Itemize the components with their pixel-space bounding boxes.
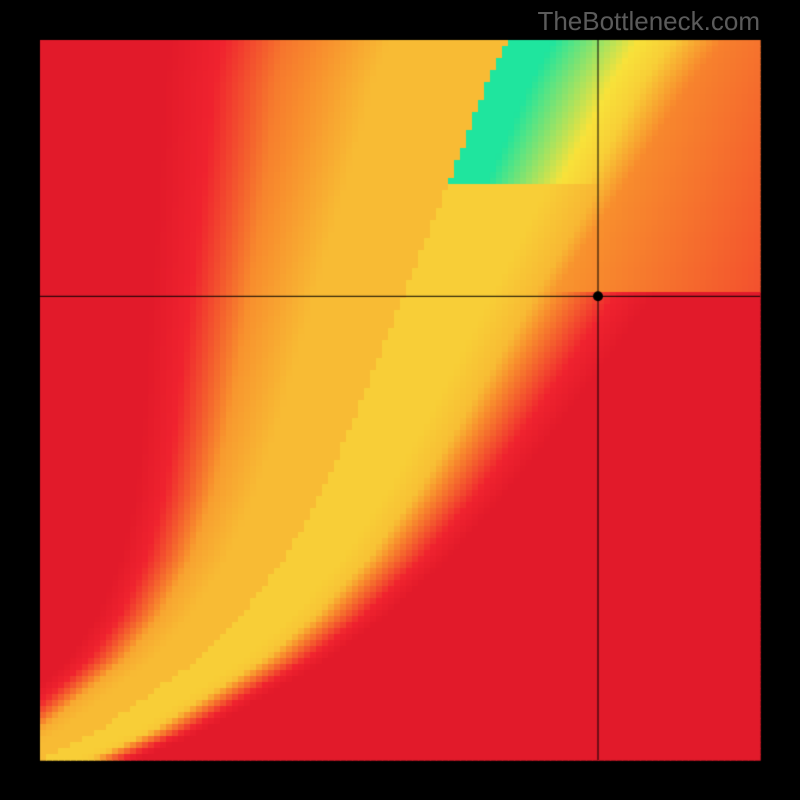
- watermark-text: TheBottleneck.com: [537, 6, 760, 37]
- chart-container: TheBottleneck.com: [0, 0, 800, 800]
- bottleneck-heatmap: [0, 0, 800, 800]
